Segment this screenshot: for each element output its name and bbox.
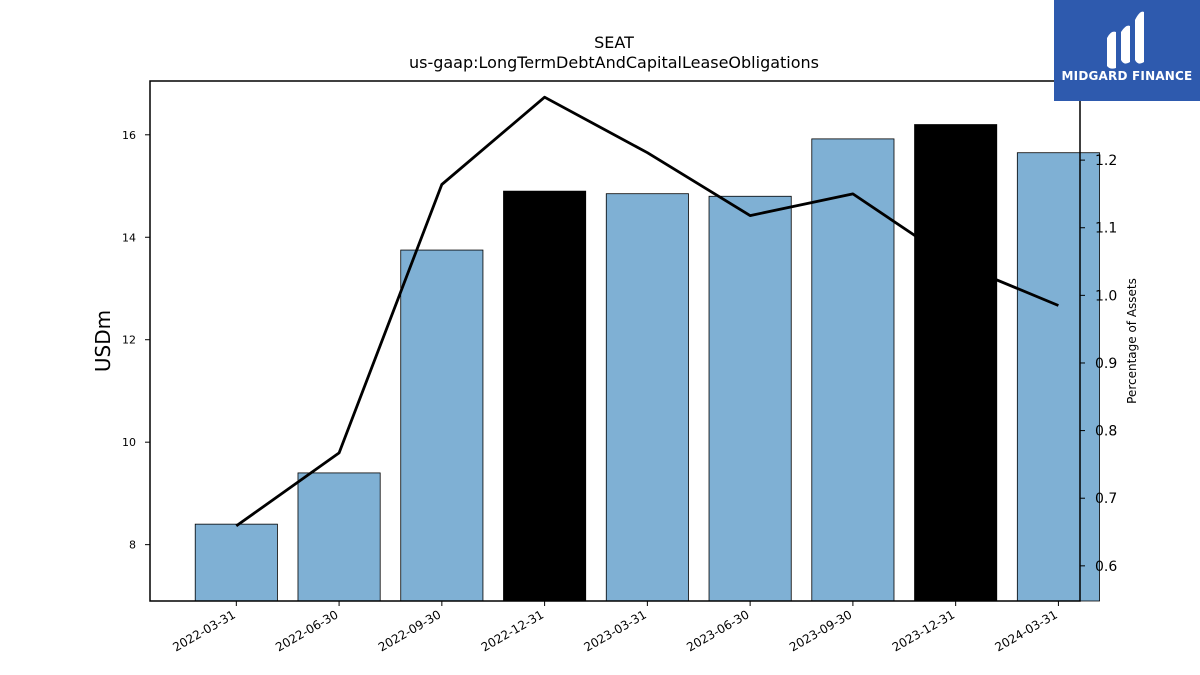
chart-title: SEAT xyxy=(594,33,634,52)
y-right-tick-label: 1.0 xyxy=(1095,288,1117,304)
x-tick-label: 2023-09-30 xyxy=(787,607,854,654)
x-tick-label: 2022-12-31 xyxy=(479,607,546,654)
y-tick-label: 8 xyxy=(129,539,136,552)
bar xyxy=(914,124,998,602)
y-axis-label-right: Percentage of Assets xyxy=(1125,278,1139,404)
x-tick-label: 2022-03-31 xyxy=(170,607,237,654)
x-tick-label: 2022-09-30 xyxy=(376,607,443,654)
x-tick-label: 2024-03-31 xyxy=(993,607,1060,654)
brand-name: MIDGARD FINANCE xyxy=(1061,69,1193,83)
midgard-m-logo-icon xyxy=(1107,11,1144,69)
y-right-tick-label: 0.6 xyxy=(1095,559,1117,575)
bar xyxy=(400,249,484,602)
y-axis-label: USDm xyxy=(91,310,115,372)
x-tick-label: 2022-06-30 xyxy=(273,607,340,654)
y-right-tick-label: 0.7 xyxy=(1095,491,1117,507)
x-tick-label: 2023-03-31 xyxy=(581,607,648,654)
y-right-tick-label: 1.1 xyxy=(1095,221,1117,237)
bar xyxy=(811,138,895,602)
bar xyxy=(605,193,689,602)
x-tick-label: 2023-06-30 xyxy=(684,607,751,654)
x-tick-label: 2023-12-31 xyxy=(890,607,957,654)
y-right-tick-label: 0.9 xyxy=(1095,356,1117,372)
line-series xyxy=(235,95,1059,528)
bar xyxy=(1016,152,1100,602)
bar xyxy=(194,523,278,602)
y-tick-label: 10 xyxy=(122,436,136,449)
y-tick-label: 16 xyxy=(122,129,136,142)
y-tick-label: 14 xyxy=(122,231,136,244)
chart-subtitle: us-gaap:LongTermDebtAndCapitalLeaseOblig… xyxy=(409,53,819,72)
bar xyxy=(297,472,381,602)
bar xyxy=(708,195,792,602)
y-right-tick-label: 1.2 xyxy=(1095,153,1117,169)
y-right-tick-label: 0.8 xyxy=(1095,424,1117,440)
y-tick-label: 12 xyxy=(122,334,136,347)
plot-frame xyxy=(149,80,1081,602)
bar xyxy=(503,190,587,602)
